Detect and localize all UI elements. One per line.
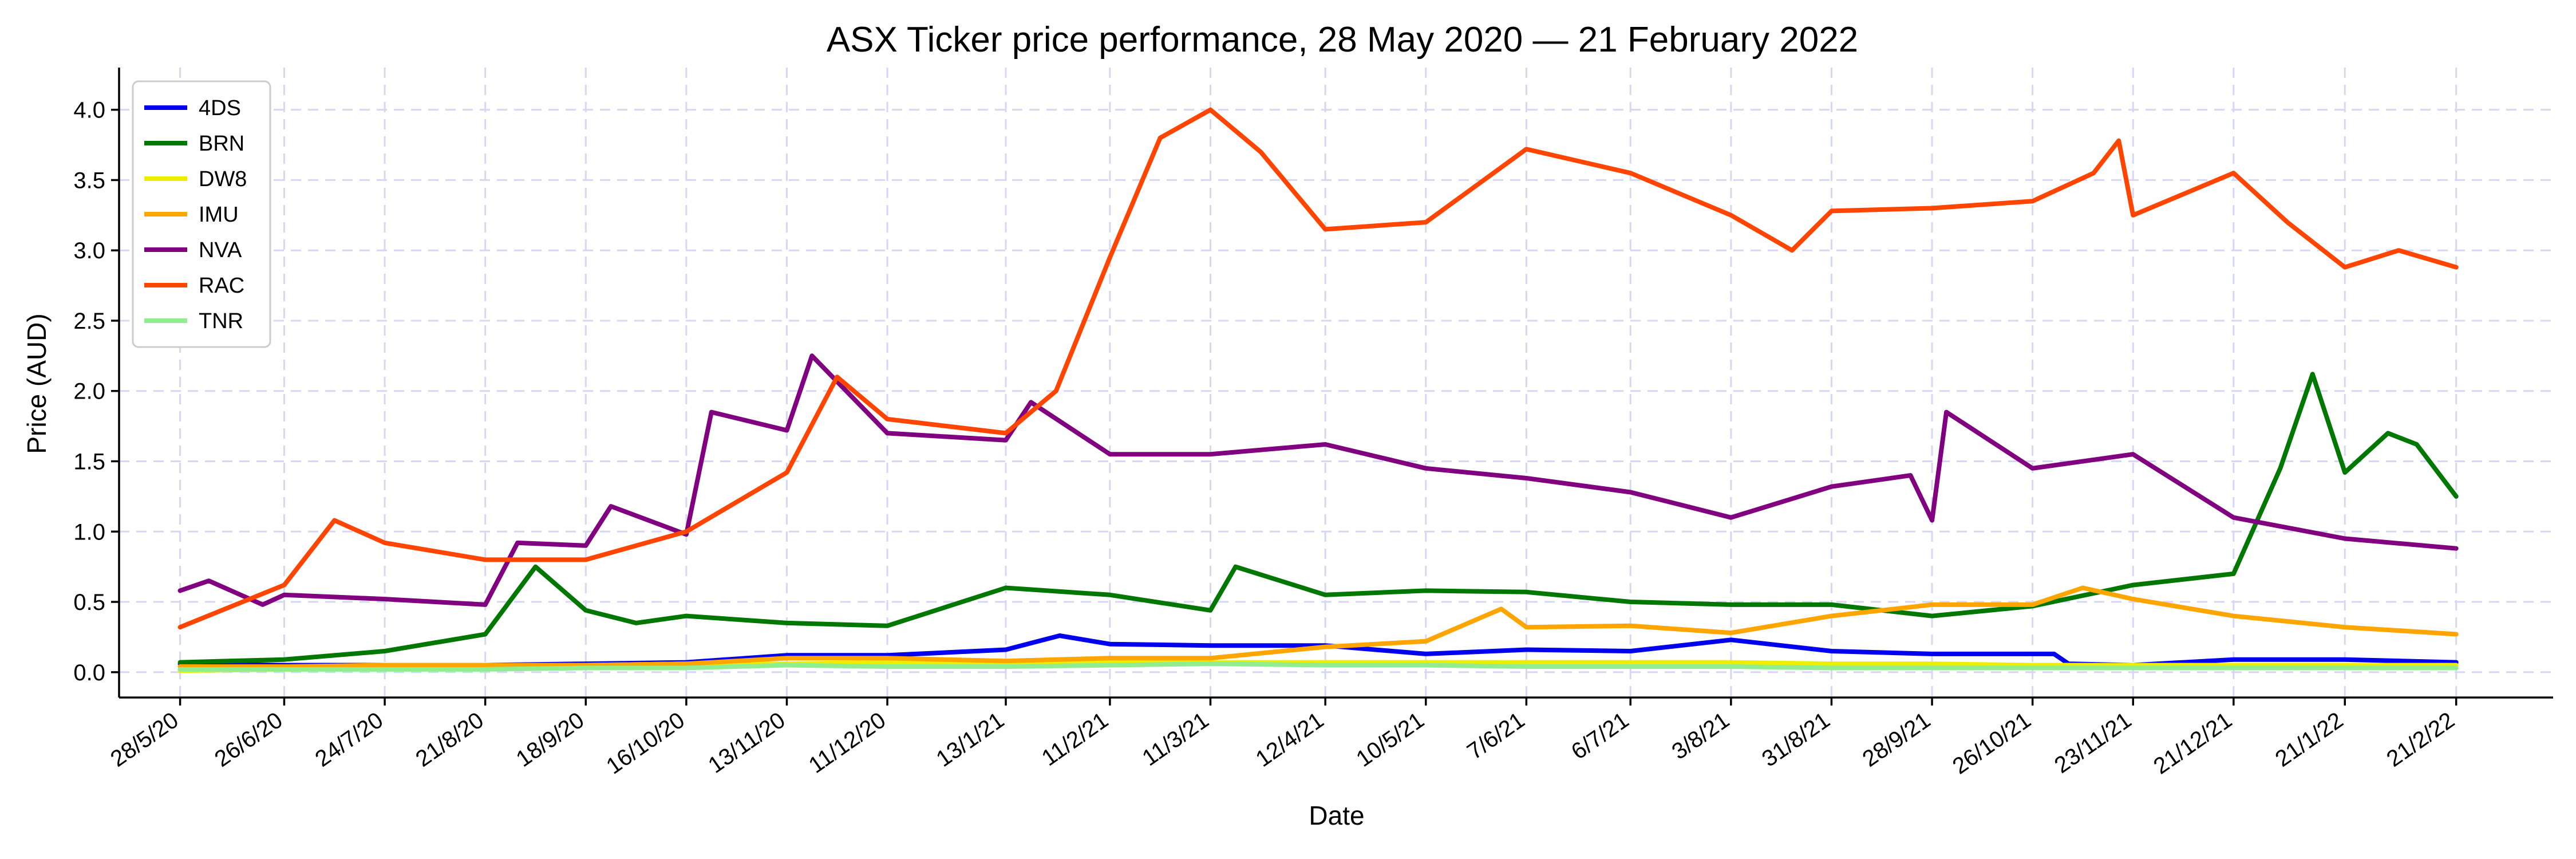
x-tick-label: 28/5/20 xyxy=(106,707,183,772)
x-tick-label: 12/4/21 xyxy=(1251,707,1329,772)
x-tick-label: 26/6/20 xyxy=(210,707,287,772)
x-tick-label: 16/10/20 xyxy=(602,707,689,779)
y-tick-label: 1.0 xyxy=(73,519,105,545)
series-line-imu xyxy=(177,585,2459,669)
x-tick-label: 6/7/21 xyxy=(1567,707,1633,765)
legend-label-nva: NVA xyxy=(199,238,242,262)
legend-label-rac: RAC xyxy=(199,274,244,298)
legend: 4DS BRN DW8 IMU NVA RAC TNR xyxy=(132,80,271,348)
legend-label-tnr: TNR xyxy=(199,309,243,333)
x-tick-label: 18/9/20 xyxy=(512,707,589,772)
chart-title: ASX Ticker price performance, 28 May 202… xyxy=(827,20,1858,60)
y-tick-label: 2.5 xyxy=(73,309,105,334)
x-axis-ticks: 28/5/20 26/6/20 24/7/20 21/8/20 18/9/20 16/10… xyxy=(106,698,2459,779)
series-line-tnr xyxy=(177,661,2459,672)
y-tick-label: 0.5 xyxy=(73,590,105,615)
legend-label-imu: IMU xyxy=(199,203,239,227)
x-tick-label: 21/8/20 xyxy=(411,707,488,772)
x-tick-label: 24/7/20 xyxy=(311,707,388,772)
x-tick-label: 11/2/21 xyxy=(1037,707,1113,771)
legend-label-4ds: 4DS xyxy=(199,96,241,120)
x-tick-label: 31/8/21 xyxy=(1757,707,1835,772)
series-line-nva xyxy=(177,353,2459,607)
x-tick-label: 11/3/21 xyxy=(1138,707,1214,771)
series-lines xyxy=(177,107,2459,673)
y-tick-label: 0.0 xyxy=(73,660,105,685)
y-tick-label: 3.5 xyxy=(73,168,105,193)
y-tick-label: 4.0 xyxy=(73,98,105,123)
y-axis-ticks: 0.0 0.5 1.0 1.5 2.0 2.5 3.0 3.5 4.0 xyxy=(73,98,119,685)
series-line-rac xyxy=(177,107,2459,630)
x-tick-label: 23/11/21 xyxy=(2050,707,2136,778)
legend-label-brn: BRN xyxy=(199,132,244,156)
x-tick-label: 26/10/21 xyxy=(1948,707,2036,779)
x-tick-label: 13/1/21 xyxy=(932,707,1009,772)
y-tick-label: 1.5 xyxy=(73,450,105,475)
y-axis-label: Price (AUD) xyxy=(22,313,52,454)
y-tick-label: 2.0 xyxy=(73,379,105,404)
series-line-brn xyxy=(177,372,2459,665)
x-tick-label: 7/6/21 xyxy=(1463,707,1529,765)
legend-label-dw8: DW8 xyxy=(199,167,247,191)
x-tick-label: 3/8/21 xyxy=(1668,707,1734,765)
x-tick-label: 10/5/21 xyxy=(1352,707,1429,772)
axes xyxy=(118,68,2553,699)
x-tick-label: 21/1/22 xyxy=(2271,707,2348,772)
x-tick-label: 11/12/20 xyxy=(804,707,890,778)
legend-box xyxy=(132,80,271,348)
x-tick-label: 21/2/22 xyxy=(2382,707,2459,772)
x-axis-label: Date xyxy=(1309,801,1364,830)
x-tick-label: 13/11/20 xyxy=(704,707,789,778)
x-tick-label: 28/9/21 xyxy=(1858,707,1935,772)
x-tick-label: 21/12/21 xyxy=(2149,707,2237,779)
y-tick-label: 3.0 xyxy=(73,238,105,263)
